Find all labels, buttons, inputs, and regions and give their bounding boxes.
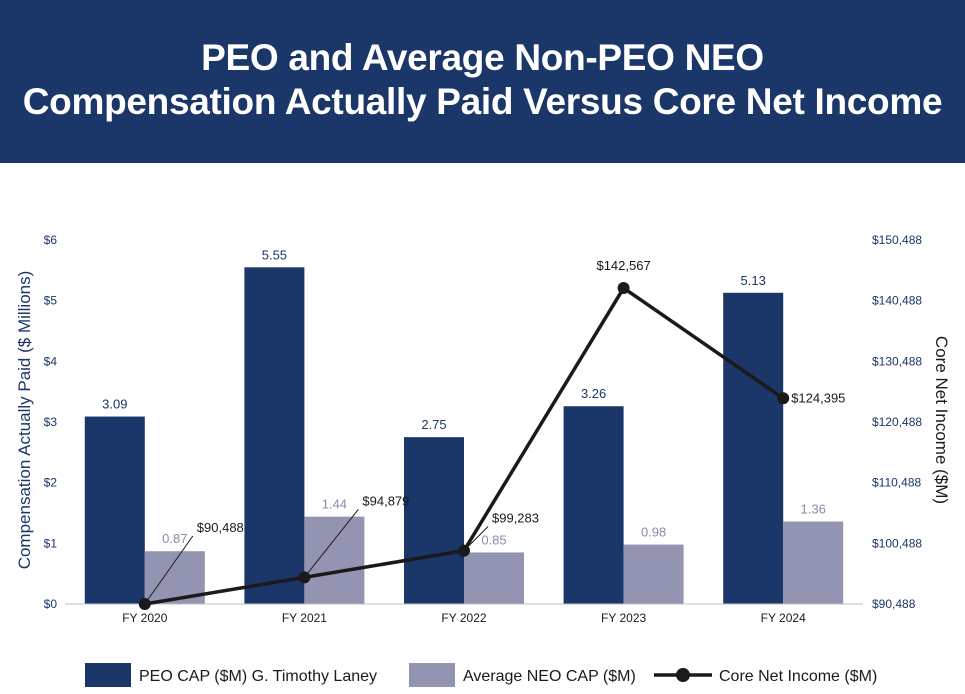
y-tick-label: $6: [44, 233, 58, 247]
neo-cap-bar: [304, 516, 365, 604]
core-net-income-point: [617, 282, 630, 295]
y2-tick-label: $140,488: [872, 294, 922, 308]
neo-cap-bar: [464, 552, 524, 604]
y2-tick-label: $100,488: [872, 536, 922, 550]
y2-tick-label: $90,488: [872, 597, 916, 611]
core-net-income-point: [777, 392, 790, 405]
y-tick-label: $3: [44, 415, 58, 429]
header-banner: PEO and Average Non-PEO NEO Compensation…: [0, 0, 965, 163]
y2-tick-label: $110,488: [872, 476, 921, 490]
peo-cap-value-label: 3.26: [581, 386, 606, 401]
legend-neo-label: Average NEO CAP ($M): [463, 668, 636, 685]
y-tick-label: $4: [44, 354, 58, 368]
legend-income-label: Core Net Income ($M): [719, 668, 877, 685]
y-tick-label: $5: [44, 294, 58, 308]
peo-cap-bar: [404, 437, 464, 604]
core-net-income-value-label: $142,567: [596, 258, 650, 273]
neo-cap-bar: [623, 544, 684, 604]
income-label-leader: [144, 535, 194, 605]
x-tick-label: FY 2020: [122, 611, 167, 625]
x-tick-label: FY 2022: [441, 611, 486, 625]
y2-tick-label: $130,488: [872, 354, 922, 368]
core-net-income-value-label: $99,283: [492, 511, 539, 526]
y-tick-label: $0: [44, 597, 58, 611]
core-net-income-value-label: $94,879: [362, 493, 409, 508]
legend-income-marker: [676, 668, 690, 682]
neo-cap-bar: [783, 521, 844, 604]
legend-peo-label: PEO CAP ($M) G. Timothy Laney: [139, 668, 377, 685]
neo-cap-value-label: 1.44: [322, 497, 347, 512]
x-tick-label: FY 2023: [601, 611, 646, 625]
x-tick-label: FY 2024: [761, 611, 806, 625]
neo-cap-value-label: 0.98: [641, 525, 666, 540]
neo-cap-value-label: 1.36: [801, 501, 826, 516]
chart-title-line-1: PEO and Average Non-PEO NEO: [201, 37, 764, 78]
y2-axis-title: Core Net Income ($M): [932, 336, 951, 504]
core-net-income-point: [138, 598, 151, 610]
core-net-income-value-label: $90,488: [197, 520, 244, 535]
y2-tick-label: $150,488: [872, 233, 922, 247]
y2-tick-label: $120,488: [872, 415, 922, 429]
core-net-income-point: [458, 544, 470, 557]
income-label-leader: [304, 509, 359, 578]
peo-cap-bar: [244, 267, 305, 604]
peo-cap-value-label: 2.75: [421, 417, 446, 432]
peo-cap-bar: [84, 416, 145, 604]
neo-cap-value-label: 0.87: [162, 531, 187, 546]
y-tick-label: $1: [44, 536, 58, 550]
peo-cap-value-label: 5.55: [262, 247, 287, 262]
neo-cap-value-label: 0.85: [481, 532, 506, 547]
peo-cap-bar: [563, 406, 624, 604]
x-tick-label: FY 2021: [282, 611, 327, 625]
y-tick-label: $2: [44, 476, 58, 490]
legend-peo-swatch: [85, 663, 131, 687]
peo-cap-value-label: 5.13: [741, 273, 766, 288]
peo-cap-bar: [723, 292, 784, 604]
y-axis-title: Compensation Actually Paid ($ Millions): [15, 271, 34, 570]
core-net-income-value-label: $124,395: [791, 390, 845, 405]
peo-cap-value-label: 3.09: [102, 397, 127, 412]
chart-title-line-2: Compensation Actually Paid Versus Core N…: [22, 81, 943, 122]
core-net-income-point: [298, 571, 311, 584]
legend-neo-swatch: [409, 663, 455, 687]
